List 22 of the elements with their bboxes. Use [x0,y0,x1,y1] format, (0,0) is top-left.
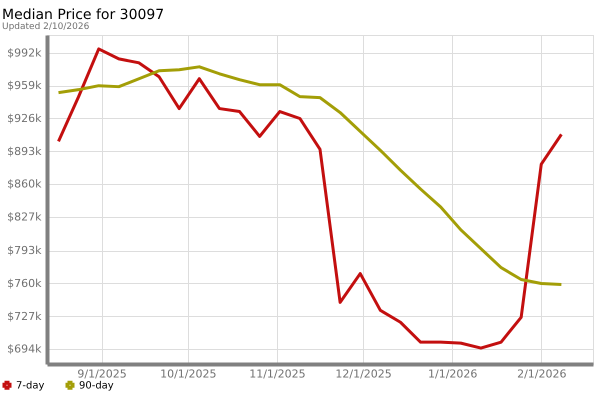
y-tick-label: $860k [7,178,42,191]
y-tick-label: $827k [7,210,42,224]
x-tick-label: 11/1/2025 [249,368,306,380]
x-tick-label: 9/1/2025 [77,368,127,380]
y-tick-label: $959k [7,79,42,92]
y-tick-label: $694k [7,342,42,356]
chart-title: Median Price for 30097 [2,7,164,23]
y-tick-label: $793k [7,244,42,258]
legend-label: 90-day [79,380,114,392]
y-tick-label: $893k [7,144,42,158]
y-tick-label: $760k [7,276,42,290]
x-tick-label: 12/1/2025 [335,368,392,380]
line-series [56,47,563,350]
y-tick-label: $727k [7,310,42,323]
chart-subtitle: Updated 2/10/2026 [2,22,90,32]
x-tick-label: 1/1/2026 [428,368,478,380]
y-tick-label: $992k [7,46,42,60]
line-series [56,65,563,286]
y-tick-label: $926k [7,112,42,125]
x-tick-label: 10/1/2025 [160,368,217,380]
legend-label: 7-day [16,380,44,392]
x-tick-label: 2/1/2026 [517,368,566,380]
